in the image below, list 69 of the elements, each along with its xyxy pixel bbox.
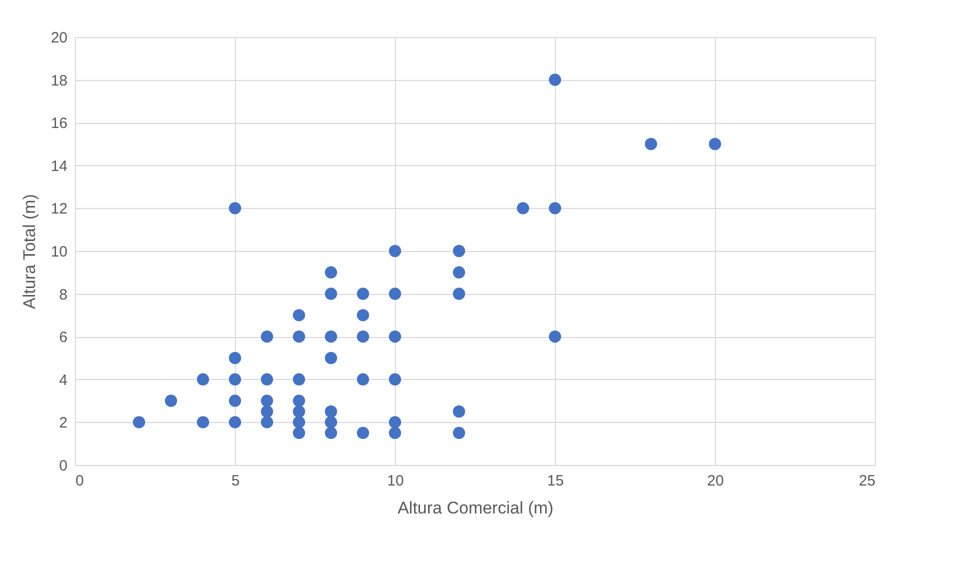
point xyxy=(548,202,562,214)
y-tick-label: 6 xyxy=(59,329,68,346)
point xyxy=(292,426,306,440)
point xyxy=(324,266,338,279)
point xyxy=(388,416,402,428)
point xyxy=(708,138,722,150)
point xyxy=(260,416,274,428)
point xyxy=(228,202,242,214)
point xyxy=(452,244,466,258)
y-tick-label: 16 xyxy=(50,115,68,132)
point xyxy=(260,394,274,407)
y-tick-label: 10 xyxy=(50,244,68,260)
point xyxy=(260,373,274,386)
point xyxy=(452,405,466,418)
point xyxy=(260,330,274,343)
point xyxy=(196,373,210,386)
point xyxy=(292,330,306,343)
point xyxy=(324,405,338,418)
point xyxy=(452,426,466,440)
point xyxy=(228,373,242,386)
point xyxy=(356,288,370,300)
point xyxy=(516,202,530,214)
y-tick-label: 8 xyxy=(59,286,68,304)
x-tick-label: 10 xyxy=(387,472,404,490)
point xyxy=(292,394,306,407)
x-tick-label: 5 xyxy=(231,472,240,490)
y-tick-label: 18 xyxy=(50,72,68,90)
point xyxy=(644,138,658,150)
y-tick-label: 14 xyxy=(50,158,68,175)
point xyxy=(324,416,338,428)
point xyxy=(388,288,402,300)
point xyxy=(292,405,306,418)
y-tick-label: 2 xyxy=(59,414,68,432)
point xyxy=(164,394,178,407)
point xyxy=(388,426,402,440)
x-tick-label: 25 xyxy=(858,472,876,490)
y-tick-label: 0 xyxy=(59,458,68,474)
point xyxy=(356,309,370,322)
point xyxy=(132,416,146,428)
point xyxy=(324,426,338,440)
point xyxy=(452,288,466,300)
point xyxy=(260,405,274,418)
x-tick-label: 20 xyxy=(707,472,724,490)
point xyxy=(324,330,338,343)
y-tick-label: 4 xyxy=(59,372,68,389)
point xyxy=(548,330,562,343)
y-axis-title: Altura Total (m) xyxy=(20,194,39,309)
point xyxy=(356,373,370,386)
point xyxy=(292,373,306,386)
point xyxy=(292,309,306,322)
point xyxy=(388,373,402,386)
y-tick-label: 20 xyxy=(50,30,68,46)
point xyxy=(324,288,338,300)
point xyxy=(548,74,562,86)
point xyxy=(452,266,466,279)
y-tick-label: 12 xyxy=(50,200,68,218)
x-tick-label: 15 xyxy=(547,472,564,490)
point xyxy=(228,352,242,364)
x-tick-label: 0 xyxy=(76,472,84,490)
x-axis-title: Altura Comercial (m) xyxy=(398,498,554,518)
point xyxy=(388,330,402,343)
point xyxy=(356,330,370,343)
point xyxy=(324,352,338,364)
point xyxy=(356,426,370,440)
point xyxy=(388,244,402,258)
point xyxy=(228,394,242,407)
point xyxy=(228,416,242,428)
point xyxy=(196,416,210,428)
point xyxy=(292,416,306,428)
